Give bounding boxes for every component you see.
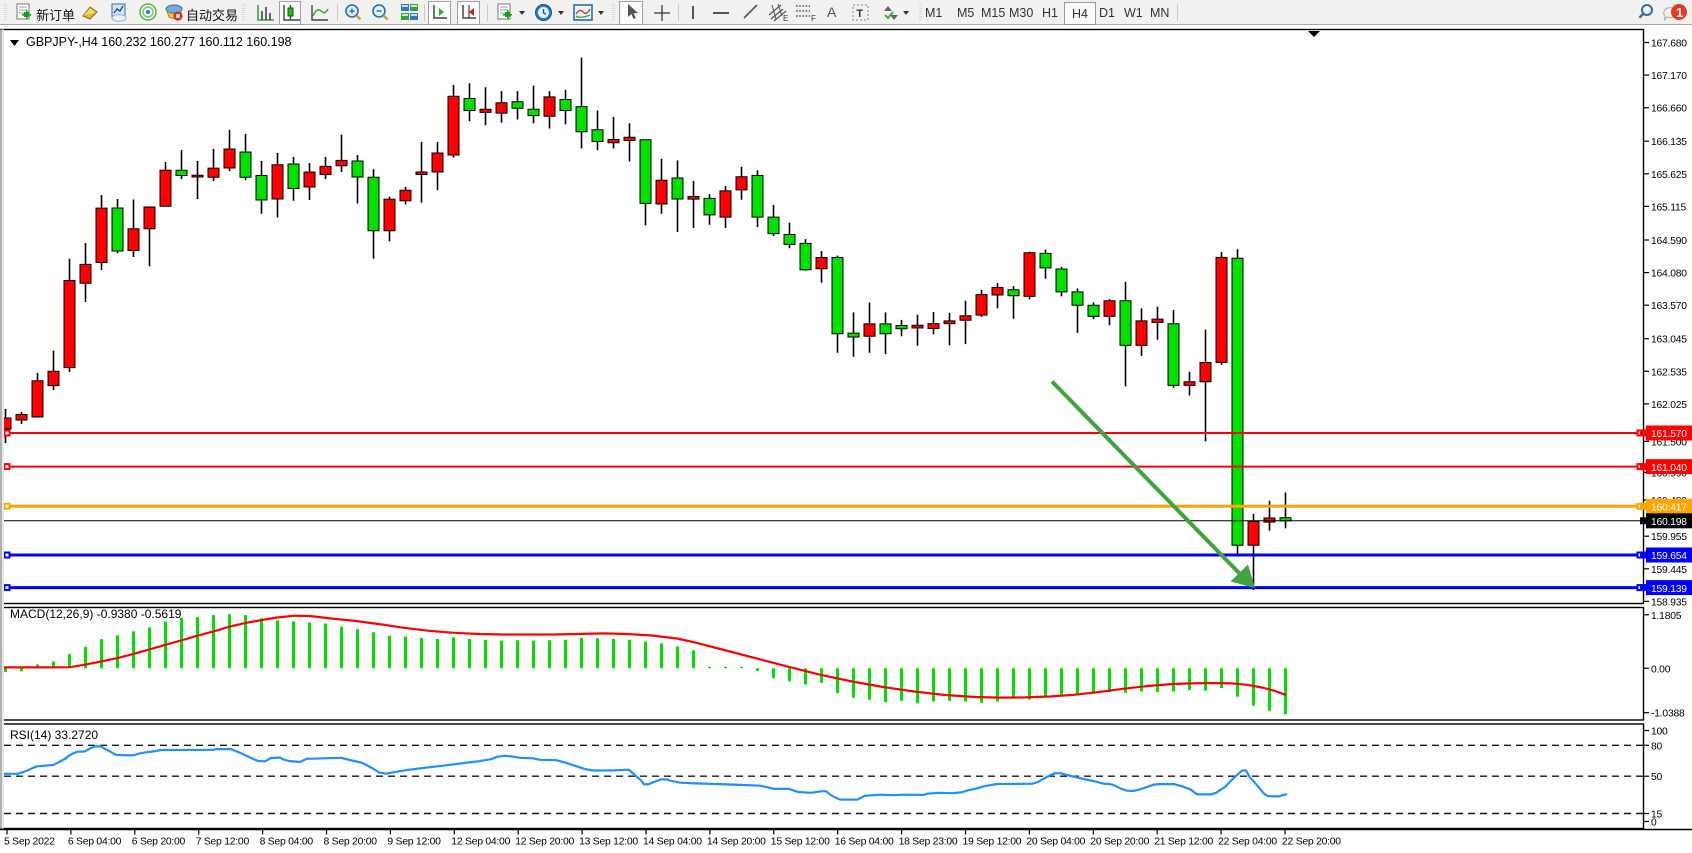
svg-text:162.025: 162.025 — [1651, 400, 1687, 411]
svg-text:16 Sep 04:00: 16 Sep 04:00 — [835, 837, 894, 848]
svg-text:163.570: 163.570 — [1651, 301, 1687, 312]
svg-text:15: 15 — [1651, 810, 1663, 821]
svg-text:163.045: 163.045 — [1651, 335, 1687, 346]
svg-text:12 Sep 04:00: 12 Sep 04:00 — [451, 837, 510, 848]
svg-text:165.625: 165.625 — [1651, 170, 1687, 181]
svg-text:167.170: 167.170 — [1651, 71, 1687, 82]
svg-text:159.955: 159.955 — [1651, 532, 1687, 543]
svg-text:15 Sep 12:00: 15 Sep 12:00 — [771, 837, 830, 848]
svg-text:166.660: 166.660 — [1651, 104, 1687, 115]
svg-text:22 Sep 04:00: 22 Sep 04:00 — [1218, 837, 1277, 848]
svg-text:50: 50 — [1651, 772, 1663, 783]
svg-text:0.00: 0.00 — [1651, 664, 1671, 675]
svg-text:5 Sep 2022: 5 Sep 2022 — [4, 837, 55, 848]
svg-text:20 Sep 20:00: 20 Sep 20:00 — [1090, 837, 1149, 848]
svg-text:T: T — [856, 8, 863, 20]
svg-text:F: F — [811, 14, 816, 23]
svg-text:159.654: 159.654 — [1651, 551, 1687, 562]
svg-text:161.570: 161.570 — [1651, 429, 1687, 440]
svg-text:GBPJPY-,H4 160.232 160.277 16: GBPJPY-,H4 160.232 160.277 160.112 160.1… — [26, 35, 292, 49]
svg-text:159.445: 159.445 — [1651, 565, 1687, 576]
svg-text:8 Sep 20:00: 8 Sep 20:00 — [324, 837, 378, 848]
svg-text:9 Sep 12:00: 9 Sep 12:00 — [387, 837, 441, 848]
svg-text:161.500: 161.500 — [1651, 437, 1687, 448]
svg-text:-1.0388: -1.0388 — [1651, 709, 1685, 720]
svg-text:E: E — [783, 14, 788, 23]
svg-text:1: 1 — [1676, 5, 1683, 20]
svg-text:8 Sep 04:00: 8 Sep 04:00 — [260, 837, 314, 848]
svg-text:12 Sep 20:00: 12 Sep 20:00 — [515, 837, 574, 848]
svg-text:158.935: 158.935 — [1651, 597, 1687, 608]
svg-text:164.080: 164.080 — [1651, 269, 1687, 280]
svg-text:100: 100 — [1651, 727, 1668, 738]
svg-text:22 Sep 20:00: 22 Sep 20:00 — [1282, 837, 1341, 848]
svg-text:167.680: 167.680 — [1651, 39, 1687, 50]
svg-text:RSI(14) 33.2720: RSI(14) 33.2720 — [10, 728, 98, 742]
svg-text:160.198: 160.198 — [1651, 517, 1687, 528]
svg-text:6 Sep 04:00: 6 Sep 04:00 — [68, 837, 122, 848]
svg-text:13 Sep 12:00: 13 Sep 12:00 — [579, 837, 638, 848]
svg-text:162.535: 162.535 — [1651, 367, 1687, 378]
svg-text:18 Sep 23:00: 18 Sep 23:00 — [899, 837, 958, 848]
svg-text:6 Sep 20:00: 6 Sep 20:00 — [132, 837, 186, 848]
svg-text:20 Sep 04:00: 20 Sep 04:00 — [1026, 837, 1085, 848]
svg-text:165.115: 165.115 — [1651, 202, 1687, 213]
svg-text:19 Sep 12:00: 19 Sep 12:00 — [963, 837, 1022, 848]
svg-text:0: 0 — [1651, 818, 1657, 829]
svg-text:80: 80 — [1651, 741, 1663, 752]
svg-text:1.1805: 1.1805 — [1651, 611, 1682, 622]
svg-text:164.590: 164.590 — [1651, 236, 1687, 247]
svg-text:161.040: 161.040 — [1651, 463, 1687, 474]
svg-text:14 Sep 20:00: 14 Sep 20:00 — [707, 837, 766, 848]
svg-text:159.139: 159.139 — [1651, 584, 1687, 595]
svg-text:7 Sep 12:00: 7 Sep 12:00 — [196, 837, 250, 848]
svg-text:166.135: 166.135 — [1651, 137, 1687, 148]
svg-text:MACD(12,26,9) -0.9380 -0.5619: MACD(12,26,9) -0.9380 -0.5619 — [10, 607, 182, 621]
svg-text:160.417: 160.417 — [1651, 503, 1687, 514]
svg-text:21 Sep 12:00: 21 Sep 12:00 — [1154, 837, 1213, 848]
svg-text:14 Sep 04:00: 14 Sep 04:00 — [643, 837, 702, 848]
